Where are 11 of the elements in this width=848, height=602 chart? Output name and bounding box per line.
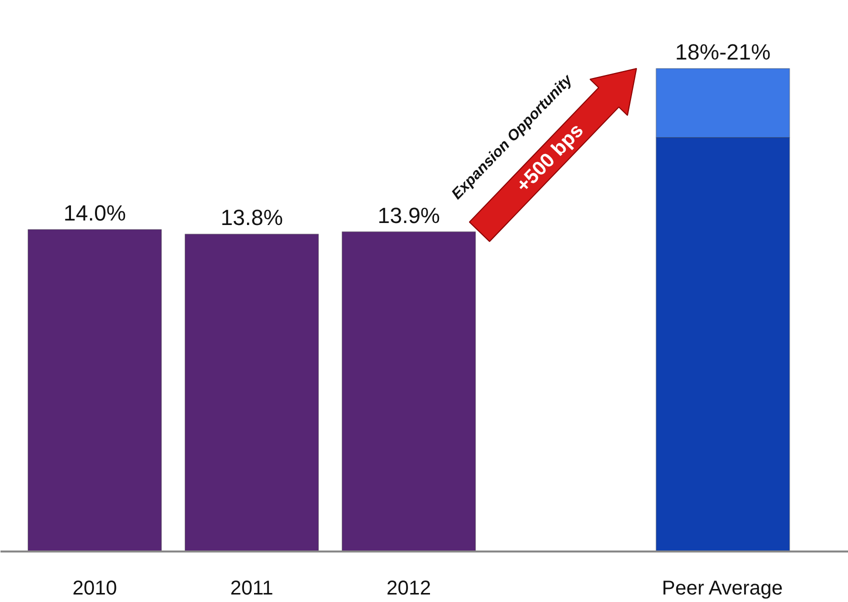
x-tick-label: Peer Average (662, 578, 783, 600)
bar (184, 234, 319, 552)
x-tick-label: 2012 (386, 578, 432, 600)
x-tick-label: 2010 (72, 578, 117, 600)
data-label: 13.8% (220, 205, 283, 230)
data-label: 14.0% (64, 200, 126, 226)
bar (27, 228, 162, 552)
data-label: 13.9% (378, 202, 440, 228)
bar (342, 231, 476, 552)
total-label: 18%-21% (675, 39, 771, 64)
x-tick-label: 2011 (230, 578, 274, 600)
